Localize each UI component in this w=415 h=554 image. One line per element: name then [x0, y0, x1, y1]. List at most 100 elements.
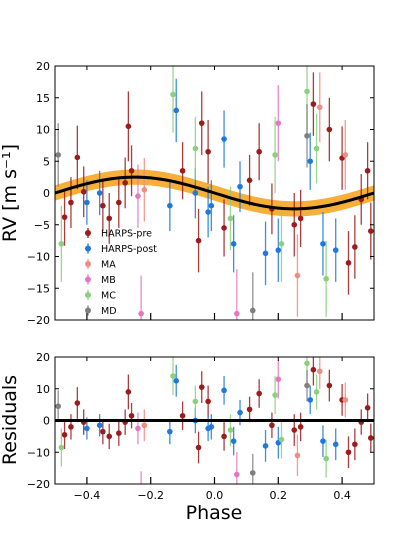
rv-point [272, 116, 278, 193]
residual-marker [106, 433, 113, 440]
x-tick-label: −0.2 [137, 489, 164, 502]
residual-point [195, 431, 202, 464]
rv-point [294, 234, 301, 317]
legend-entry: MD [85, 305, 117, 317]
legend-entry: MA [85, 259, 116, 271]
residual-marker [125, 389, 132, 395]
rv-point [84, 180, 90, 225]
residual-point [316, 357, 323, 389]
legend-label: MC [101, 291, 116, 302]
rv-point [368, 202, 374, 260]
rv-point [234, 269, 240, 320]
rv-point [167, 180, 173, 232]
residual-marker [173, 378, 180, 384]
rv-marker [307, 158, 314, 165]
rv-marker [205, 148, 211, 155]
y-tick-label: −10 [27, 446, 50, 459]
legend-label: HARPS-pre [101, 229, 152, 240]
rv-marker [323, 275, 329, 282]
rv-point [55, 123, 61, 187]
residual-marker [61, 431, 68, 438]
residual-marker [249, 470, 256, 476]
rv-marker [205, 209, 211, 215]
rv-point [221, 199, 227, 257]
residual-marker [313, 389, 320, 395]
x-axis-label: Phase [186, 502, 243, 524]
y-tick-label: 0 [43, 415, 50, 428]
residual-point [140, 471, 142, 484]
rv-marker [313, 145, 320, 152]
legend-marker [85, 261, 91, 267]
rv-marker [96, 190, 103, 196]
rv-marker [297, 215, 304, 222]
rv-point [278, 205, 285, 282]
rv-point [310, 72, 317, 136]
y-tick-label: 20 [36, 351, 50, 364]
rv-marker [342, 152, 349, 158]
residual-marker [96, 422, 103, 429]
rv-marker [195, 237, 202, 244]
rv-point [326, 97, 333, 162]
rv-point [237, 161, 243, 213]
rv-point [96, 170, 103, 216]
residual-marker [58, 444, 65, 451]
y-tick-label: 20 [36, 60, 50, 73]
residual-point [352, 428, 358, 461]
residual-marker [227, 427, 234, 433]
rv-model-curve [55, 175, 374, 211]
rv-marker [249, 307, 256, 314]
rv-point [364, 142, 371, 200]
y-tick-label: 10 [36, 383, 50, 396]
rv-marker [320, 241, 326, 247]
residual-marker [205, 398, 211, 405]
rv-marker [304, 88, 310, 95]
residual-marker [195, 444, 202, 451]
residual-point [141, 409, 148, 442]
residual-marker [128, 412, 135, 419]
y-tick-label: −10 [27, 251, 50, 264]
rv-marker [128, 167, 135, 174]
residuals-y-axis: −20 −10 0 10 20 [27, 351, 374, 491]
residual-point [323, 439, 329, 478]
residual-marker [269, 422, 275, 429]
residual-point [106, 423, 113, 450]
rv-marker [170, 91, 176, 98]
rv-point [345, 231, 352, 295]
residual-point [294, 434, 301, 477]
residual-marker [323, 455, 329, 462]
rv-point [323, 240, 329, 317]
residual-marker [198, 384, 205, 390]
residual-point [173, 364, 180, 397]
legend-label: HARPS-post [101, 244, 157, 255]
rv-marker [352, 244, 358, 250]
residual-marker [294, 452, 301, 459]
residual-point [269, 412, 275, 438]
residual-point [368, 423, 374, 453]
rv-marker [234, 310, 240, 317]
rv-point [125, 91, 132, 162]
residual-point [332, 428, 339, 461]
legend-marker [85, 276, 91, 283]
rv-marker [122, 180, 128, 186]
rv-marker [278, 241, 285, 247]
rv-point [135, 164, 141, 228]
residual-marker [234, 471, 240, 478]
residual-point [122, 409, 128, 435]
residual-point [278, 420, 285, 459]
rv-point [208, 180, 215, 232]
residual-marker [135, 425, 141, 432]
residual-marker [192, 398, 199, 405]
residual-marker [291, 427, 298, 433]
rv-marker [167, 202, 173, 209]
rv-marker [304, 133, 310, 139]
rv-marker [294, 272, 301, 279]
residual-marker [316, 368, 323, 375]
residual-point [262, 430, 269, 462]
rv-model-curve-group [55, 175, 374, 211]
y-tick-label: 15 [36, 92, 50, 105]
x-tick-label: 0.4 [333, 489, 351, 502]
residual-point [358, 409, 365, 435]
residual-marker [275, 376, 282, 383]
rv-panel: −20 −15 −10 −5 0 5 10 15 20 RV [m s⁻¹] HARPS-pre… [0, 60, 375, 327]
rv-marker [55, 152, 61, 158]
